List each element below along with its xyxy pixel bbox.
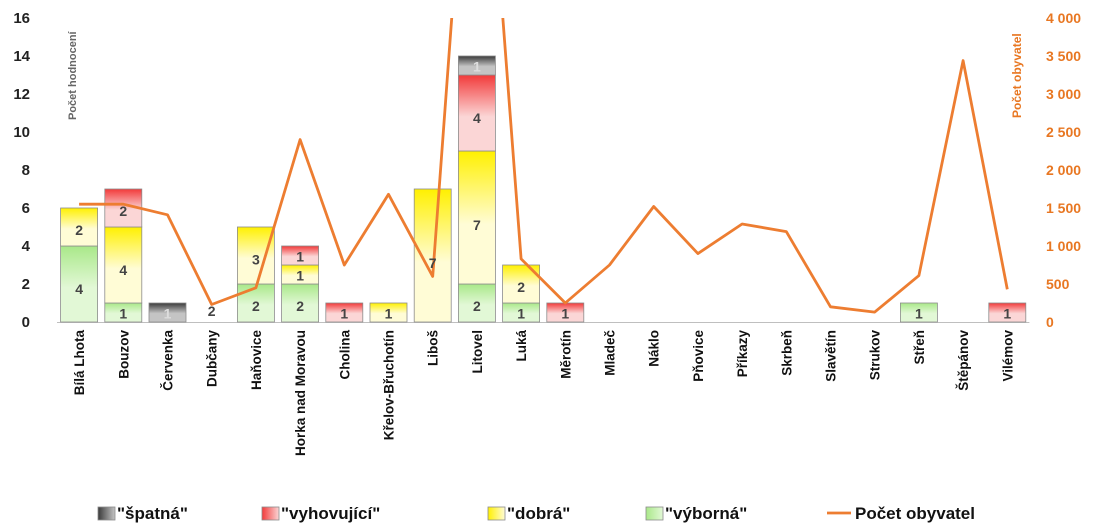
category-label: Střeň — [912, 330, 927, 365]
y-tick-label: 12 — [13, 86, 30, 103]
y-tick-label: 2 — [22, 276, 30, 293]
population-line — [79, 18, 1009, 314]
y-axis-title: Počet hodnocení — [67, 30, 79, 120]
legend: "špatná" "vyhovující" "dobrá" "výborná" Poče… — [97, 504, 975, 523]
data-labels: 4 2 1 4 2 1 2 2 3 2 1 1 1 1 7 2 7 4 1 1 2 1 1 1 — [75, 59, 1011, 322]
y-tick-label: 16 — [13, 10, 30, 27]
data-label: 2 — [208, 303, 216, 319]
legend-label: "vyhovující" — [281, 504, 380, 523]
data-label: 1 — [915, 306, 923, 322]
data-label: 2 — [517, 279, 525, 295]
data-label: 1 — [340, 306, 348, 322]
y-tick-label: 8 — [22, 162, 30, 179]
y2-tick-label: 3 000 — [1046, 86, 1081, 102]
data-label: 2 — [296, 298, 304, 314]
data-label: 1 — [164, 306, 172, 322]
bars — [60, 55, 1027, 323]
bar-segment — [900, 302, 938, 323]
data-label: 1 — [473, 59, 481, 75]
category-label: Vilémov — [1000, 330, 1015, 382]
data-label: 1 — [385, 306, 393, 322]
y2-tick-label: 1 000 — [1046, 238, 1081, 254]
bar-segment — [148, 302, 187, 323]
data-label: 1 — [561, 306, 569, 322]
category-label: Náklo — [647, 330, 662, 367]
bar-segment — [457, 55, 496, 76]
y2-tick-label: 500 — [1046, 276, 1070, 292]
legend-swatch — [487, 506, 506, 521]
bar-segment — [281, 245, 320, 266]
bar-segment — [988, 302, 1027, 323]
y-tick-label: 10 — [13, 124, 30, 141]
data-label: 2 — [119, 203, 127, 219]
category-label: Příkazy — [735, 330, 750, 378]
y-tick-label: 0 — [22, 314, 30, 331]
legend-swatch — [97, 506, 116, 521]
bar-segment — [60, 207, 98, 247]
data-label: 1 — [296, 268, 304, 284]
data-label: 1 — [517, 306, 525, 322]
population-line-path — [79, 18, 1009, 314]
bar-segment — [457, 283, 496, 323]
y-tick-label: 6 — [22, 200, 30, 217]
data-label: 1 — [1003, 306, 1011, 322]
y2-tick-label: 3 500 — [1046, 48, 1081, 64]
category-label: Luká — [514, 330, 529, 362]
category-label: Bouzov — [116, 330, 131, 379]
data-label: 4 — [473, 110, 481, 126]
legend-label: "výborná" — [665, 504, 747, 523]
bar-segment — [369, 302, 408, 323]
data-label: 4 — [75, 281, 83, 297]
category-label: Litovel — [470, 330, 485, 374]
legend-label: "dobrá" — [507, 504, 570, 523]
y2-tick-label: 4 000 — [1046, 10, 1081, 26]
bar-segment — [60, 245, 98, 323]
y-tick-label: 14 — [13, 48, 30, 65]
category-label: Měrotín — [558, 330, 573, 379]
y2-tick-label: 1 500 — [1046, 200, 1081, 216]
category-label: Dubčany — [205, 330, 220, 388]
y2-tick-label: 0 — [1046, 314, 1054, 330]
bar-segment — [325, 302, 364, 323]
bar-segment — [104, 226, 143, 304]
data-label: 1 — [119, 306, 127, 322]
legend-label: "špatná" — [117, 504, 188, 523]
category-label: Bílá Lhota — [72, 330, 87, 396]
data-label: 1 — [296, 249, 304, 265]
data-label: 3 — [252, 251, 260, 267]
category-label: Křelov-Břuchotín — [382, 330, 397, 440]
category-label: Štěpánov — [956, 330, 971, 391]
data-label: 7 — [429, 255, 437, 271]
right-axis: 0 500 1 000 1 500 2 000 2 500 3 000 3 500 4 000 — [1046, 10, 1081, 330]
data-label: 7 — [473, 217, 481, 233]
y2-tick-label: 2 000 — [1046, 162, 1081, 178]
data-label: 4 — [119, 262, 127, 278]
data-label: 2 — [473, 298, 481, 314]
y2-tick-label: 2 500 — [1046, 124, 1081, 140]
category-label: Červenka — [161, 330, 176, 391]
category-label: Strukov — [868, 330, 883, 381]
legend-swatch — [261, 506, 280, 521]
category-label: Pňovice — [691, 330, 706, 382]
data-label: 2 — [75, 222, 83, 238]
category-label: Mladeč — [603, 330, 618, 376]
category-labels: Bílá Lhota Bouzov Červenka Dubčany Haňovice H… — [72, 330, 1015, 457]
y2-axis-title: Počet obyvatel — [1010, 33, 1024, 118]
category-label: Horka nad Moravou — [293, 330, 308, 456]
category-label: Liboš — [426, 330, 441, 366]
category-label: Cholina — [337, 330, 352, 380]
category-label: Skrbeň — [779, 330, 794, 376]
category-label: Slavětín — [824, 330, 839, 382]
legend-label: Počet obyvatel — [855, 504, 975, 523]
legend-swatch — [645, 506, 664, 521]
y-tick-label: 4 — [22, 238, 31, 255]
data-label: 2 — [252, 298, 260, 314]
category-label: Haňovice — [249, 330, 264, 391]
bar-segment — [236, 226, 275, 285]
